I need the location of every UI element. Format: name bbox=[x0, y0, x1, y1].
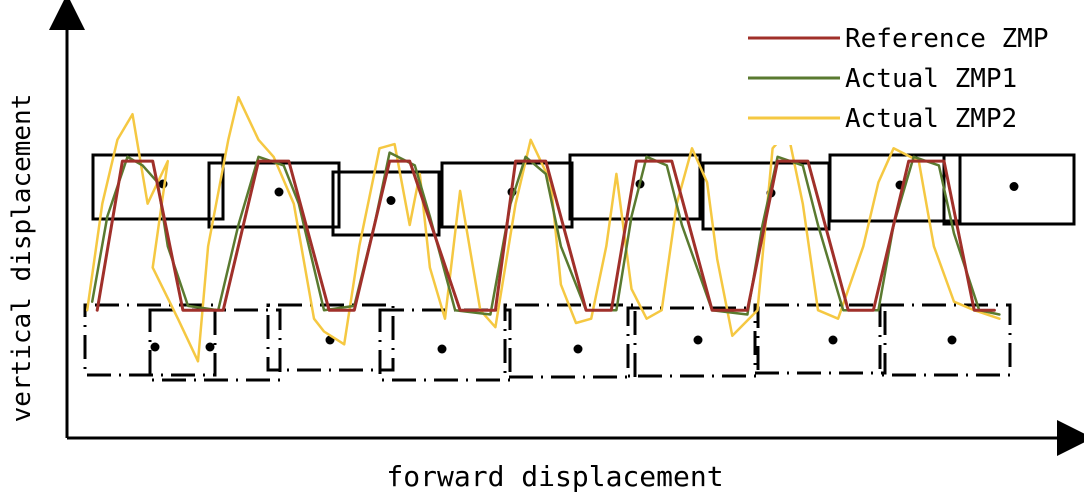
legend-background bbox=[740, 20, 1060, 145]
footprint-center-dot bbox=[150, 342, 160, 352]
y-axis-label: vertical displacement bbox=[7, 94, 37, 423]
series-line-reference-zmp bbox=[95, 159, 996, 312]
legend-label: Actual ZMP2 bbox=[845, 104, 1017, 134]
lower-footprint bbox=[626, 306, 760, 378]
lower-footprint bbox=[266, 303, 395, 372]
lower-footprint bbox=[503, 303, 637, 379]
zmp-series bbox=[85, 95, 1001, 363]
footprint-center-dot bbox=[573, 344, 583, 354]
footprint-center-dot bbox=[386, 196, 396, 205]
upper-footprint bbox=[942, 153, 1076, 226]
upper-footprint bbox=[568, 153, 702, 221]
footprint-center-dot bbox=[1009, 182, 1019, 191]
series-line-actual-zmp1 bbox=[90, 151, 1001, 316]
legend-label: Actual ZMP1 bbox=[845, 64, 1017, 94]
footprint-center-dot bbox=[205, 342, 215, 352]
footprint-center-dot bbox=[828, 335, 838, 345]
x-axis-label: forward displacement bbox=[386, 460, 723, 493]
footprint-center-dot bbox=[947, 335, 957, 345]
footprint-center-dot bbox=[437, 344, 447, 354]
upper-footprint bbox=[207, 161, 341, 229]
legend-label: Reference ZMP bbox=[845, 24, 1049, 54]
upper-footprint bbox=[828, 153, 962, 223]
footprint-center-dot bbox=[693, 335, 703, 345]
footprint-center-dot bbox=[274, 187, 284, 197]
legend: Reference ZMP Actual ZMP1 Actual ZMP2 bbox=[740, 20, 1060, 145]
lower-footprint bbox=[878, 303, 1012, 377]
lower-footprint bbox=[83, 303, 217, 377]
lower-footprint bbox=[753, 303, 887, 375]
series-line-actual-zmp2 bbox=[85, 95, 1001, 363]
upper-footprint bbox=[91, 153, 225, 221]
